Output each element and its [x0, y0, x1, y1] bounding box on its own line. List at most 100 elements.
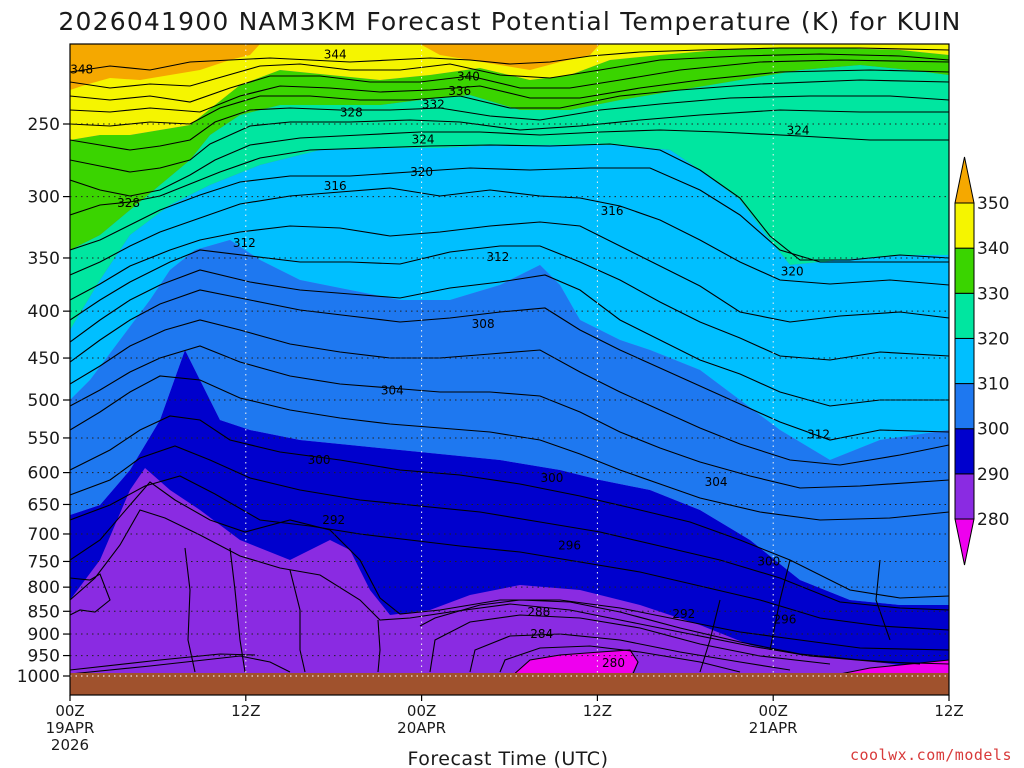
colorbar-label: 290 [977, 465, 1009, 485]
band-over-350 [70, 44, 600, 90]
colorbar-swatch [954, 292, 975, 339]
isentrope [289, 569, 306, 673]
contour-label: 292 [672, 607, 695, 621]
colorbar-swatch [954, 428, 975, 475]
contour-label: 328 [117, 196, 140, 210]
x-tick-label: 2026 [51, 736, 89, 754]
isentrope [499, 645, 741, 673]
isentrope [70, 319, 949, 466]
contour-label: 324 [787, 123, 810, 137]
isentrope [70, 481, 949, 651]
isentrope [70, 53, 949, 89]
x-tick-label: 12Z [934, 702, 963, 720]
colorbar-swatch-above [954, 156, 975, 204]
isentrope [70, 129, 949, 197]
isentrope [70, 95, 949, 151]
colorbar-label: 280 [977, 510, 1009, 530]
isentrope [70, 221, 949, 323]
isentrope [875, 559, 891, 641]
isentrope [70, 59, 949, 103]
band-350-plus [70, 44, 949, 140]
colorbar-swatch [954, 383, 975, 430]
chart-title: 2026041900 NAM3KM Forecast Potential Tem… [58, 7, 961, 36]
isentrope [70, 167, 949, 263]
isentrope [70, 69, 949, 113]
contour-label: 296 [773, 613, 796, 627]
band-290-low [70, 468, 949, 695]
isentrope [377, 619, 381, 673]
contour-label: 348 [70, 62, 93, 76]
y-axis: 250 300 350 400 450 500 550 600 650 700 750 800 850 9… [17, 115, 70, 687]
y-tick-label: 800 [28, 578, 60, 598]
isentrope [70, 509, 949, 665]
isentrope [70, 109, 949, 173]
x-tick-label: 00Z [759, 702, 788, 720]
colorbar-swatch [954, 202, 975, 249]
band-320-330 [70, 145, 949, 460]
y-tick-label: 1000 [17, 667, 60, 687]
contour-label: 320 [781, 264, 804, 278]
y-tick-label: 750 [28, 552, 60, 572]
plot-frame [69, 43, 950, 696]
band-280-290 [510, 650, 638, 676]
contour-label: 320 [410, 165, 433, 179]
isentrope [70, 445, 949, 611]
contour-label: 300 [541, 471, 564, 485]
isentrope [70, 475, 949, 631]
y-tick-label: 850 [28, 602, 60, 622]
band-340-350 [70, 48, 949, 250]
x-tick-label: 00Z [407, 702, 436, 720]
contour-label: 280 [602, 656, 625, 670]
contour-label: 300 [308, 453, 331, 467]
colorbar: 280 290 300 310 320 330 340 350 [954, 156, 1009, 566]
isentrope [469, 633, 791, 673]
colorbar-label: 310 [977, 375, 1009, 395]
plot-area [70, 44, 949, 695]
contour-label: 284 [530, 627, 553, 641]
isentrope [829, 659, 949, 677]
contour-label: 308 [472, 317, 495, 331]
isentrope [70, 79, 949, 127]
x-tick-label: 21APR [749, 719, 798, 737]
contour-label: 304 [381, 383, 404, 397]
isentrope [70, 375, 949, 521]
colorbar-swatch-below [954, 518, 975, 566]
y-tick-label: 400 [28, 302, 60, 322]
isentrope [429, 614, 831, 673]
x-axis-label: Forecast Time (UTC) [408, 748, 609, 768]
colorbar-label: 330 [977, 284, 1009, 304]
isentrope [70, 143, 949, 261]
y-tick-label: 250 [28, 115, 60, 135]
isentrope [419, 599, 921, 665]
x-tick-label: 12Z [583, 702, 612, 720]
isentrope [699, 599, 721, 673]
isentrope [70, 47, 949, 73]
contour-label: 300 [757, 554, 780, 568]
contour-label: 288 [527, 605, 550, 619]
colorbar-label: 350 [977, 194, 1009, 214]
ground-strip [70, 673, 949, 695]
isentrope [70, 573, 111, 616]
contour-label: 336 [448, 84, 471, 98]
contour-label: 312 [807, 427, 830, 441]
isentrope [70, 269, 949, 407]
y-tick-label: 500 [28, 391, 60, 411]
y-tick-label: 650 [28, 495, 60, 515]
contour-label: 312 [486, 250, 509, 264]
contour-label: 316 [324, 179, 347, 193]
y-tick-label: 300 [28, 188, 60, 208]
y-tick-label: 700 [28, 525, 60, 545]
y-tick-label: 950 [28, 647, 60, 667]
contour-label: 296 [558, 539, 581, 553]
colorbar-label: 340 [977, 239, 1009, 259]
x-tick-label: 00Z [55, 702, 84, 720]
colorbar-swatch [954, 247, 975, 294]
colorbar-swatch [954, 337, 975, 385]
isentrope [70, 187, 949, 286]
isentrope [70, 653, 256, 671]
contour-label: 332 [422, 97, 445, 111]
x-tick-label: 19APR [46, 719, 95, 737]
contour-label: 304 [705, 475, 728, 489]
